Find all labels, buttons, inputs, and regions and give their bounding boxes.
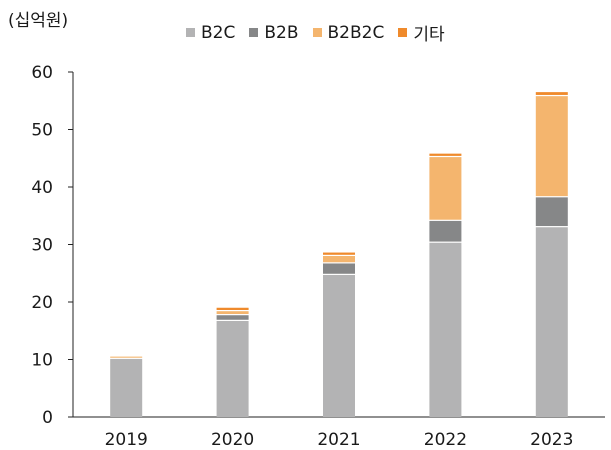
y-tick-label: 20 — [31, 293, 53, 313]
x-tick-label: 2019 — [105, 430, 148, 450]
legend-swatch-other — [398, 28, 408, 37]
legend-item-b2b: B2B — [249, 22, 299, 43]
bar-segment-b2b2c-2020 — [216, 311, 249, 315]
y-tick-label: 60 — [31, 63, 53, 83]
x-tick-label: 2020 — [211, 430, 254, 450]
y-tick-label: 0 — [42, 408, 53, 428]
bar-segment-b2b-2022 — [429, 220, 462, 242]
unit-label: (십억원) — [8, 11, 69, 31]
legend-swatch-b2c — [186, 28, 195, 37]
bar-segment-기타-2020 — [216, 307, 249, 310]
bar-segment-b2c-2019 — [110, 358, 143, 417]
bar-segment-b2b2c-2022 — [429, 157, 462, 220]
legend-item-b2b2c: B2B2C — [312, 22, 385, 43]
legend-label-b2c: B2C — [201, 22, 236, 43]
bar-segment-b2c-2022 — [429, 242, 462, 417]
bar-segment-b2b-2021 — [323, 263, 355, 274]
legend-swatch-b2b — [249, 28, 259, 37]
bar-segment-b2c-2023 — [535, 227, 568, 417]
legend-swatch-b2b2c — [312, 28, 322, 37]
bar-segment-기타-2021 — [323, 252, 355, 255]
x-tick-label: 2022 — [424, 430, 467, 450]
bar-segment-기타-2022 — [429, 153, 462, 156]
legend-label-b2b: B2B — [264, 22, 299, 43]
bar-segment-b2b-2020 — [216, 315, 249, 320]
y-tick-label: 50 — [31, 121, 53, 141]
bar-segment-b2b2c-2019 — [110, 356, 143, 358]
y-tick-label: 10 — [31, 351, 53, 371]
y-tick-label: 30 — [31, 236, 53, 256]
chart-legend: B2C B2B B2B2C 기타 — [186, 20, 459, 45]
legend-item-b2c: B2C — [186, 23, 235, 43]
bar-segment-기타-2023 — [535, 92, 568, 95]
legend-label-b2b2c: B2B2C — [327, 22, 385, 43]
bar-segment-b2b-2023 — [535, 197, 568, 227]
x-tick-label: 2023 — [530, 430, 573, 450]
bar-segment-b2b2c-2021 — [323, 256, 355, 263]
bar-segment-b2c-2020 — [216, 320, 249, 417]
x-tick-label: 2021 — [317, 430, 360, 450]
y-tick-label: 40 — [31, 178, 53, 198]
bar-segment-b2c-2021 — [323, 274, 355, 417]
bar-segment-b2b2c-2023 — [535, 96, 568, 197]
legend-item-other: 기타 — [398, 20, 445, 45]
legend-label-other: 기타 — [413, 25, 445, 45]
